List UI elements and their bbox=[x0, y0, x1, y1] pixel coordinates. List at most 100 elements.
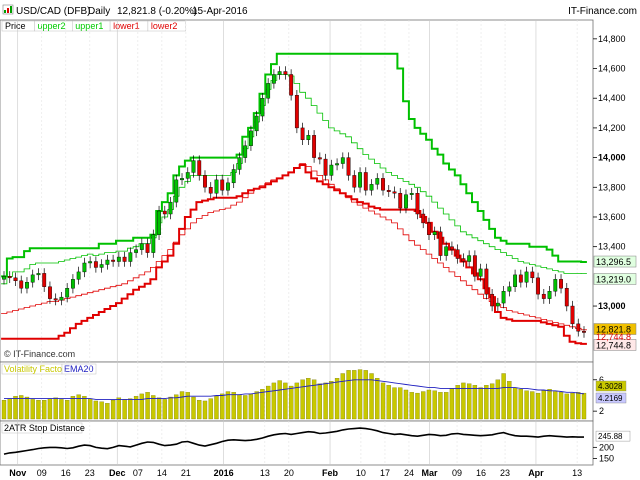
y-tick-label: 13,600 bbox=[598, 212, 626, 222]
candle-body bbox=[478, 268, 483, 277]
volatility-bar bbox=[346, 370, 351, 420]
candle-body bbox=[208, 187, 213, 194]
plot-layer bbox=[1, 20, 587, 465]
volatility-bar bbox=[329, 381, 334, 420]
x-tick-label: Mar bbox=[422, 468, 439, 478]
candle-body bbox=[65, 288, 70, 298]
volatility-bar bbox=[277, 380, 282, 420]
candle-body bbox=[271, 74, 276, 84]
volatility-bar bbox=[162, 399, 167, 420]
volatility-bar bbox=[122, 399, 127, 420]
volatility-bar bbox=[398, 387, 403, 420]
volatility-bar bbox=[87, 398, 93, 420]
instrument-title: USD/CAD (DFB) bbox=[16, 6, 90, 17]
candle-body bbox=[277, 71, 282, 75]
candle-body bbox=[25, 282, 29, 289]
volatility-bar bbox=[271, 382, 277, 420]
x-tick-label: 20 bbox=[284, 468, 294, 478]
candle-body bbox=[455, 249, 460, 259]
atr-value-label: 245.88 bbox=[598, 432, 623, 441]
volatility-bar bbox=[409, 392, 414, 420]
volatility-bar bbox=[105, 403, 110, 420]
candle-body bbox=[128, 252, 133, 262]
candle-body bbox=[513, 274, 518, 287]
candle-body bbox=[472, 255, 477, 277]
x-tick-label: 13 bbox=[260, 468, 270, 478]
volatility-bar bbox=[512, 387, 518, 420]
candle-body bbox=[53, 298, 58, 301]
volatility-bar bbox=[116, 397, 122, 420]
volatility-bar bbox=[99, 401, 104, 420]
candle-body bbox=[254, 115, 259, 132]
volatility-bar bbox=[225, 391, 231, 420]
volatility-bar bbox=[380, 382, 386, 420]
candle-body bbox=[536, 277, 540, 295]
volatility-bar bbox=[283, 382, 288, 420]
copyright-label: © IT-Finance.com bbox=[4, 349, 75, 359]
candle-body bbox=[398, 193, 403, 209]
volatility-bar bbox=[553, 391, 558, 420]
candle-body bbox=[7, 276, 12, 279]
candle-body bbox=[260, 98, 265, 117]
volatility-bar bbox=[507, 381, 512, 420]
candle-body bbox=[243, 145, 248, 158]
volatility-bar bbox=[530, 391, 535, 420]
volatility-bar bbox=[174, 394, 179, 420]
candle-body bbox=[145, 243, 150, 253]
x-tick-label: Feb bbox=[322, 468, 339, 478]
ema20-label: EMA20 bbox=[64, 364, 94, 374]
candle-body bbox=[111, 259, 116, 262]
candle-body bbox=[13, 277, 18, 282]
candle-body bbox=[444, 246, 449, 256]
candle-body bbox=[501, 291, 506, 304]
candle-body bbox=[404, 194, 408, 209]
candle-body bbox=[231, 169, 236, 184]
candle-body bbox=[220, 179, 225, 191]
volatility-bar bbox=[220, 393, 225, 420]
volatility-bar bbox=[375, 378, 380, 420]
volatility-bar bbox=[70, 396, 76, 420]
legend-label: upper1 bbox=[75, 21, 103, 31]
volatility-bar bbox=[444, 392, 449, 420]
y-tick-label: 14,600 bbox=[598, 64, 626, 74]
candle-body bbox=[185, 172, 190, 179]
atr-value-box bbox=[595, 430, 631, 442]
candle-body bbox=[323, 158, 328, 176]
lower1-value-label: 12,744.8 bbox=[596, 332, 631, 342]
y-tick-label: 14,400 bbox=[598, 93, 626, 103]
volatility-bar bbox=[128, 398, 133, 420]
volatility-bar bbox=[357, 369, 363, 420]
y-tick-label: 14,200 bbox=[598, 123, 626, 133]
candle-body bbox=[237, 157, 242, 170]
volatility-legend: Volatility Factor EMA20 bbox=[1, 363, 97, 375]
candle-body bbox=[530, 271, 535, 279]
candle-body bbox=[570, 305, 575, 325]
volatility-bar bbox=[317, 383, 323, 420]
volatility-bar bbox=[260, 389, 265, 420]
upper1-value-label-box bbox=[593, 273, 637, 285]
candle-body bbox=[139, 243, 144, 250]
volatility-bar bbox=[501, 373, 506, 420]
volatility-bar bbox=[93, 400, 99, 420]
last-price-label-box bbox=[593, 323, 637, 335]
volatility-bar bbox=[191, 396, 196, 420]
atr-legend: 2ATR Stop Distance bbox=[1, 422, 85, 434]
volatility-bar bbox=[237, 394, 242, 420]
atr-y-tick-label: 150 bbox=[599, 454, 614, 464]
volatility-bar bbox=[323, 382, 328, 420]
volatility-bar bbox=[340, 373, 345, 420]
upper1-value-label: 13,219.0 bbox=[596, 274, 631, 284]
candle-body bbox=[427, 222, 431, 235]
volatility-bar bbox=[484, 385, 489, 420]
band-upper1 bbox=[1, 74, 587, 285]
candle-body bbox=[576, 323, 581, 332]
last-price-label: 12,821.8 bbox=[596, 325, 631, 335]
volatility-bar bbox=[151, 395, 156, 420]
volatility-bar bbox=[47, 398, 53, 420]
volatility-bar bbox=[19, 395, 24, 420]
volatility-bar bbox=[82, 396, 87, 420]
candle-body bbox=[312, 135, 317, 158]
candle-body bbox=[76, 271, 81, 280]
volatility-bar bbox=[306, 378, 311, 420]
